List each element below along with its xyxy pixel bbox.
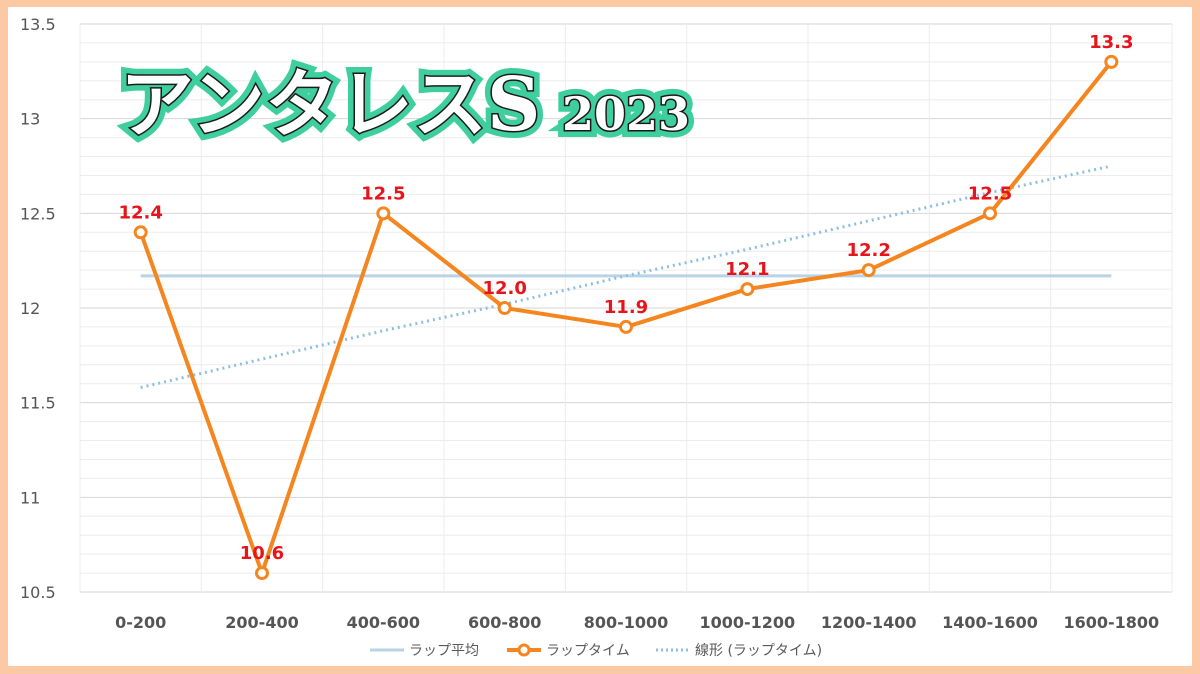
y-tick-label: 11 <box>20 488 40 507</box>
data-label: 12.1 <box>725 259 769 280</box>
lap-time-point <box>1104 54 1119 69</box>
x-tick-label: 1000-1200 <box>699 613 795 632</box>
series-layer <box>133 54 1119 581</box>
y-tick-label: 12 <box>20 299 40 318</box>
legend-lap-time: ラップタイム <box>546 643 630 659</box>
lap-time-point <box>983 206 997 221</box>
chart-panel <box>8 7 1192 666</box>
chart-title: アンタレスS アンタレスS 2023 2023 <box>113 55 697 155</box>
legend: ラップ平均 ラップタイム 線形 (ラップタイム) <box>370 643 822 659</box>
title-year: 2023 <box>562 87 690 141</box>
x-tick-label: 800-1000 <box>584 613 669 632</box>
y-tick-label: 13.5 <box>20 15 56 34</box>
data-label: 12.0 <box>482 278 526 299</box>
y-tick-label: 12.5 <box>20 204 56 223</box>
gridlines <box>79 23 1173 593</box>
lap-time-point <box>376 206 391 221</box>
data-labels: 12.4 10.6 12.5 12.0 11.9 12.1 12.2 12.5 13.3 <box>118 32 1133 564</box>
x-tick-label: 600-800 <box>468 613 541 632</box>
data-label: 10.6 <box>240 543 284 564</box>
lap-time-point <box>133 225 148 240</box>
data-label: 12.4 <box>118 202 162 223</box>
y-tick-label: 13 <box>20 110 40 129</box>
x-tick-label: 1600-1800 <box>1063 613 1159 632</box>
x-tick-label: 400-600 <box>347 613 420 632</box>
y-axis-ticks: 13.5 13 12.5 12 11.5 11 10.5 <box>20 15 56 602</box>
legend-marker-lap-time <box>517 643 531 657</box>
x-tick-label: 1200-1400 <box>821 613 917 632</box>
x-axis-ticks: 0-200 200-400 400-600 600-800 800-1000 1000-1… <box>115 613 1159 632</box>
x-tick-label: 0-200 <box>115 613 166 632</box>
title-main-glow: アンタレスS <box>120 62 540 148</box>
data-label: 12.5 <box>968 183 1012 204</box>
x-tick-label: 200-400 <box>225 613 298 632</box>
x-tick-label: 1400-1600 <box>942 613 1038 632</box>
lap-time-point <box>740 282 755 297</box>
data-label: 13.3 <box>1089 32 1133 53</box>
legend-trend: 線形 (ラップタイム) <box>695 643 822 659</box>
data-label: 12.2 <box>846 240 890 261</box>
lap-time-point <box>497 301 512 315</box>
title-main: アンタレスS <box>120 62 540 148</box>
title-year-glow: 2023 <box>562 87 690 141</box>
y-tick-label: 10.5 <box>20 583 56 602</box>
legend-lap-average: ラップ平均 <box>409 643 479 659</box>
lap-time-point <box>619 319 633 334</box>
data-label: 11.9 <box>604 297 648 318</box>
lap-time-point <box>255 566 269 581</box>
lap-time-point <box>861 263 876 278</box>
data-label: 12.5 <box>361 183 405 204</box>
trend-line <box>140 164 1112 389</box>
y-tick-label: 11.5 <box>20 394 56 413</box>
